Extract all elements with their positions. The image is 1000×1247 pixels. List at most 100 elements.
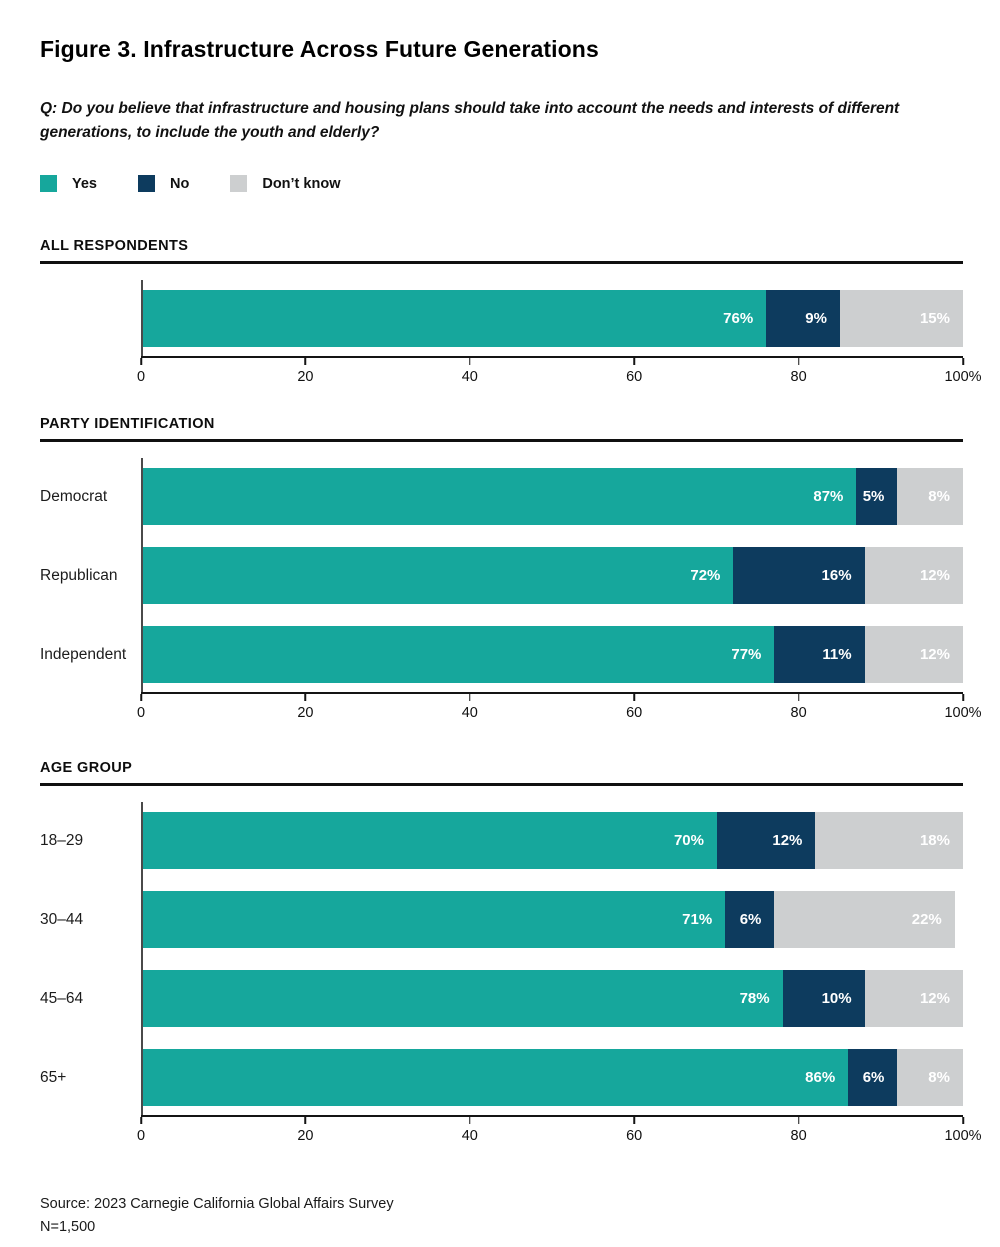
dont-know-swatch-icon	[230, 175, 248, 193]
x-axis: 0 20 40 60 80 100%	[137, 356, 982, 394]
legend-label: Yes	[72, 175, 97, 192]
axis-tick-mark	[797, 1117, 800, 1125]
sample-size: N=1,500	[40, 1219, 96, 1236]
bar-row: 77% 11% 12%	[143, 626, 963, 684]
bar-segment-no: 6%	[725, 891, 775, 949]
axis-tick-label: 20	[297, 1128, 314, 1145]
bar-value-label: 86%	[805, 1069, 836, 1087]
category-label-column	[40, 280, 141, 394]
axis-tick-mark	[140, 358, 142, 366]
bar-value-label: 6%	[862, 1069, 885, 1087]
category-label	[40, 290, 141, 347]
section-heading: ALL RESPONDENTS	[40, 238, 189, 255]
bar-segment-don-t-know: 12%	[864, 970, 963, 1028]
bar-row: 78% 10% 12%	[143, 970, 963, 1028]
bar-segment-yes: 70%	[143, 812, 717, 870]
bar-segment-don-t-know: 12%	[864, 626, 963, 684]
axis-tick-label: 100%	[944, 705, 982, 722]
survey-question: Q: Do you believe that infrastructure an…	[40, 100, 900, 142]
axis-tick-label: 80	[790, 369, 807, 386]
bar-segment-yes: 77%	[143, 626, 775, 684]
bar-segment-don-t-know: 12%	[864, 547, 963, 605]
axis-tick-mark	[469, 358, 471, 366]
bar-segment-don-t-know: 8%	[897, 468, 963, 526]
bar-segment-no: 11%	[774, 626, 865, 684]
legend-item-no: No	[138, 175, 190, 193]
axis-tick-mark	[633, 694, 635, 702]
legend-item-dont-know: Don’t know	[230, 175, 340, 193]
axis-tick-label: 40	[461, 705, 478, 722]
legend-item-yes: Yes	[40, 175, 97, 193]
axis-tick-mark	[304, 1117, 307, 1125]
section-heading: AGE GROUP	[40, 760, 133, 777]
bar-segment-no: 10%	[782, 970, 865, 1028]
bar-segment-no: 12%	[717, 812, 816, 870]
bar-row: 87% 5% 8%	[143, 468, 963, 526]
axis-tick-label: 80	[790, 705, 807, 722]
bar-segment-no: 16%	[733, 547, 865, 605]
axis-tick-mark	[962, 694, 964, 702]
axis-tick-mark	[633, 358, 635, 366]
category-label: 65+	[40, 1068, 67, 1086]
x-axis: 0 20 40 60 80 100%	[137, 1115, 982, 1153]
bar-segment-yes: 87%	[143, 468, 857, 526]
bar-value-label: 87%	[813, 488, 844, 506]
stacked-bar-chart: 76% 9% 15% 0 20 40 60 80 100%	[40, 280, 982, 394]
axis-tick-mark	[962, 358, 964, 366]
bar-row: 86% 6% 8%	[143, 1049, 963, 1107]
axis-tick-mark	[962, 1117, 964, 1125]
bar-segment-yes: 72%	[143, 547, 734, 605]
no-swatch-icon	[138, 175, 155, 193]
axis-tick-mark	[140, 694, 142, 702]
axis-tick-label: 100%	[944, 369, 982, 386]
chart-section-party-identification: PARTY IDENTIFICATION Democrat Republican I…	[40, 416, 982, 730]
bar-value-label: 6%	[739, 911, 762, 929]
bar-value-label: 71%	[682, 911, 713, 929]
section-rule	[40, 439, 963, 443]
figure-title: Figure 3. Infrastructure Across Future G…	[40, 36, 599, 62]
category-label: Republican	[40, 566, 118, 584]
bar-row: 71% 6% 22%	[143, 891, 963, 949]
axis-tick-label: 60	[626, 369, 643, 386]
x-axis: 0 20 40 60 80 100%	[137, 692, 982, 730]
bar-segment-yes: 78%	[143, 970, 783, 1028]
chart-section-all-respondents: ALL RESPONDENTS 76% 9% 15% 0 20 40 60 80 100%	[40, 238, 982, 394]
bar-segment-no: 6%	[848, 1049, 898, 1107]
bar-segment-don-t-know: 22%	[774, 891, 955, 949]
bar-value-label: 12%	[772, 832, 803, 850]
bar-segment-no: 5%	[856, 468, 898, 526]
category-label-column: Democrat Republican Independent	[40, 458, 141, 730]
bar-segment-yes: 76%	[143, 290, 767, 348]
bar-value-label: 8%	[928, 488, 950, 506]
bar-row: 76% 9% 15%	[143, 290, 963, 348]
bar-value-label: 12%	[919, 646, 950, 664]
section-heading: PARTY IDENTIFICATION	[40, 416, 215, 433]
source-note: Source: 2023 Carnegie California Global …	[40, 1193, 963, 1239]
axis-tick-label: 40	[461, 1128, 478, 1145]
bar-segment-don-t-know: 18%	[815, 812, 963, 870]
axis-tick-mark	[469, 1117, 471, 1125]
bar-row: 70% 12% 18%	[143, 812, 963, 870]
bar-value-label: 8%	[928, 1069, 950, 1087]
bar-value-label: 76%	[723, 310, 754, 328]
axis-tick-label: 0	[136, 369, 146, 386]
axis-tick-mark	[797, 358, 800, 366]
category-label-column: 18–29 30–44 45–64 65+	[40, 802, 141, 1153]
axis-tick-mark	[633, 1117, 635, 1125]
bar-value-label: 12%	[919, 567, 950, 585]
bar-value-label: 77%	[731, 646, 762, 664]
legend-label: No	[170, 175, 190, 192]
category-label: 30–44	[40, 910, 84, 928]
bar-value-label: 70%	[673, 832, 704, 850]
plot-area: 76% 9% 15%	[141, 280, 963, 357]
bar-value-label: 5%	[862, 488, 885, 506]
chart-section-age-group: AGE GROUP 18–29 30–44 45–64 65+ 70% 12% 18% 71%…	[40, 760, 982, 1153]
category-label: 45–64	[40, 989, 84, 1007]
axis-tick-label: 20	[297, 705, 314, 722]
stacked-bar-chart: Democrat Republican Independent 87% 5% 8% 72% 1…	[40, 458, 982, 730]
axis-tick-label: 0	[136, 1128, 146, 1145]
section-rule	[40, 261, 963, 265]
bar-value-label: 9%	[805, 310, 827, 328]
axis-tick-mark	[304, 694, 307, 702]
